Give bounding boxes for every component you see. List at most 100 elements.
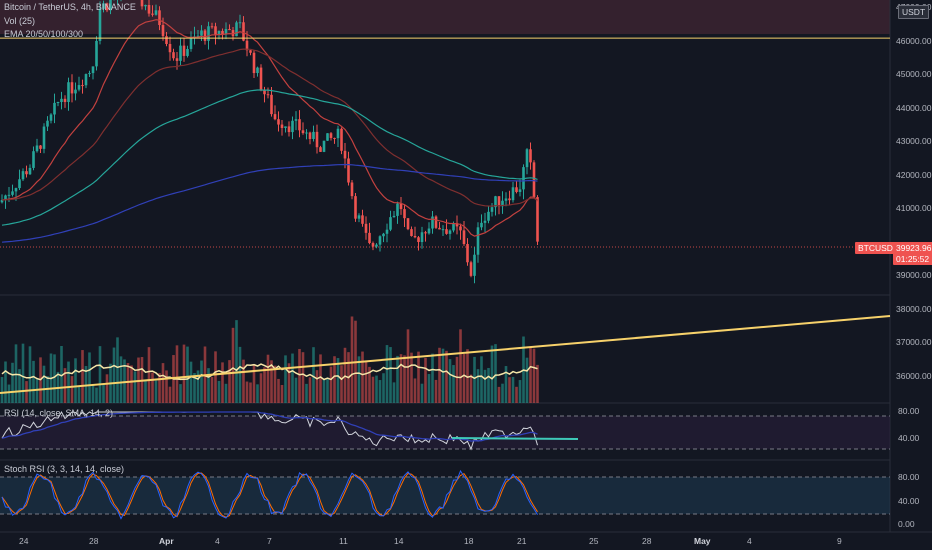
candle-body [25,171,28,175]
volume-bar [280,384,284,403]
candle-body [280,124,284,129]
volume-bar [158,373,161,403]
candle-body [511,187,515,201]
candle-body [399,203,403,210]
candle-body [175,58,179,61]
volume-bar [63,368,67,403]
candle-body [508,198,511,201]
volume-bar [105,374,109,403]
candle-body [343,150,347,159]
price-tick-label: 46000.00 [896,35,932,46]
volume-bar [525,357,529,403]
ema-legend[interactable]: EMA 20/50/100/300 [4,29,84,39]
volume-bar [245,381,249,403]
volume-bar [483,369,487,403]
candle-body [357,215,361,219]
rsi-legend[interactable]: RSI (14, close, SMA, 14, 2) [4,408,114,418]
ema-300-line [1,163,538,243]
candle-body [140,0,144,7]
candle-body [186,48,189,56]
candle-body [196,35,200,37]
rsi-tick-label: 80.00 [898,406,920,416]
candle-body [473,254,476,276]
time-tick-label: 9 [837,536,842,546]
candle-body [291,120,294,133]
candle-body [224,28,228,35]
candle-body [466,244,469,263]
candle-body [284,126,287,129]
candle-body [95,40,98,67]
volume-bar [469,374,473,403]
candle-body [109,0,112,11]
candle-body [242,22,245,41]
stoch-legend[interactable]: Stoch RSI (3, 3, 14, 14, close) [4,464,125,474]
volume-bar [357,356,361,403]
candle-body [340,128,343,151]
candle-body [74,89,77,94]
volume-bar [238,346,242,403]
candle-body [7,194,11,196]
volume-bar [368,366,371,403]
volume-bar [319,354,322,403]
trend-line[interactable] [0,315,891,394]
stoch-tick-label: 0.00 [898,519,915,529]
volume-bar [431,353,434,403]
symbol-title[interactable]: Bitcoin / TetherUS, 4h, BINANCE [4,2,136,12]
candle-body [424,232,427,234]
candle-body [77,85,81,90]
candle-body [301,130,305,134]
volume-bar [385,345,389,403]
volume-bar [231,327,235,403]
volume-bar [88,352,91,403]
candle-body [249,50,252,53]
volume-bar [256,384,259,403]
volume-bar [445,350,448,403]
candle-body [361,215,364,224]
candle-body [368,232,371,244]
volume-bar [42,365,46,403]
candle-body [144,4,147,7]
candle-body [403,209,406,219]
volume-bar [287,363,291,403]
candle-body [46,120,49,127]
volume-bar [116,337,119,403]
volume-bar [207,368,210,403]
rsi-tick-label: 40.00 [898,433,920,443]
volume-bar [508,377,511,403]
candle-body [228,28,231,31]
candle-body [161,25,165,37]
volume-bar [126,363,130,403]
rsi-ma-line [1,411,538,442]
volume-bar [151,372,154,403]
candle-body [259,67,263,91]
volume-bar [336,358,340,403]
volume-bar [396,355,399,403]
candle-body [347,158,350,183]
ema-50-line [1,48,538,207]
candle-body [441,229,445,231]
volume-bar [375,375,378,403]
candle-body [81,85,84,87]
candle-body [350,182,354,197]
volume-legend[interactable]: Vol (25) [4,16,36,26]
volume-bar [235,320,238,403]
time-tick-label: 18 [464,536,474,546]
volume-bar [497,386,501,403]
time-tick-label: 7 [267,536,272,546]
candle-body [413,235,417,238]
volume-bar [403,355,406,403]
candle-body [336,128,340,139]
candle-body [158,10,161,26]
volume-bar [487,367,490,403]
volume-bar [165,370,168,403]
volume-bar [28,346,32,403]
currency-badge[interactable]: USDT [898,5,930,19]
volume-bar [154,380,158,403]
volume-bar [504,366,508,403]
candle-body [371,243,375,247]
candle-body [42,126,46,149]
volume-bar [74,358,77,403]
candle-body [235,22,238,37]
rsi-trend-line[interactable] [451,437,579,440]
